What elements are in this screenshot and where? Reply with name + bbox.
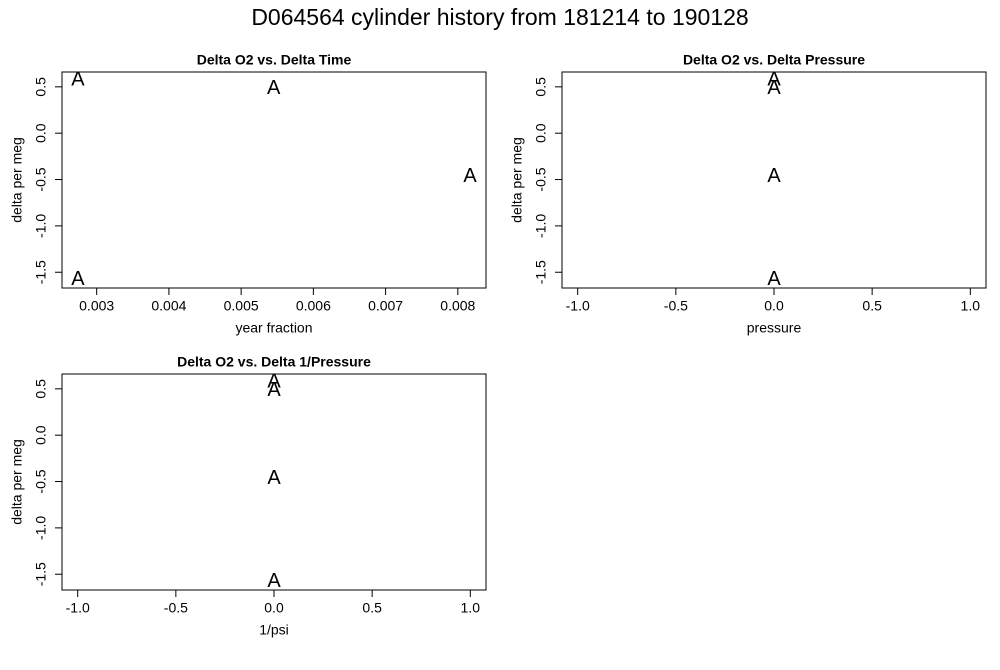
- point: A: [71, 69, 85, 91]
- point: A: [267, 77, 281, 99]
- page-title: D064564 cylinder history from 181214 to …: [251, 4, 748, 30]
- point: A: [767, 69, 781, 91]
- panel-title: Delta O2 vs. Delta 1/Pressure: [177, 354, 371, 370]
- y-tick-label: -0.5: [533, 167, 549, 191]
- x-tick-label: 1.0: [961, 298, 981, 314]
- x-tick-label: 0.004: [151, 298, 186, 314]
- x-tick-label: 0.0: [764, 298, 784, 314]
- x-tick-label: 0.008: [440, 298, 475, 314]
- point: A: [267, 371, 281, 393]
- y-tick-label: -1.0: [533, 214, 549, 238]
- y-tick-label: -0.5: [33, 167, 49, 191]
- panel-title: Delta O2 vs. Delta Time: [197, 52, 352, 68]
- y-tick-label: -0.5: [33, 469, 49, 493]
- panel-title: Delta O2 vs. Delta Pressure: [683, 52, 865, 68]
- point: A: [71, 268, 85, 290]
- point: A: [767, 165, 781, 187]
- y-tick-label: 0.5: [33, 379, 49, 399]
- y-axis-label: delta per meg: [9, 439, 25, 525]
- y-axis-label: delta per meg: [9, 137, 25, 223]
- x-tick-label: 1.0: [461, 600, 481, 616]
- point: A: [767, 268, 781, 290]
- y-tick-label: -1.5: [33, 562, 49, 586]
- y-axis-label: delta per meg: [509, 137, 525, 223]
- y-tick-label: -1.0: [33, 516, 49, 540]
- x-tick-label: -1.0: [566, 298, 590, 314]
- point: A: [267, 467, 281, 489]
- x-axis-label: 1/psi: [259, 622, 289, 638]
- y-tick-label: 0.0: [33, 425, 49, 445]
- point: A: [267, 379, 281, 401]
- x-tick-label: 0.006: [296, 298, 331, 314]
- y-tick-label: 0.5: [533, 77, 549, 97]
- y-tick-label: 0.5: [33, 77, 49, 97]
- x-axis-label: pressure: [747, 320, 802, 336]
- x-tick-label: -1.0: [66, 600, 90, 616]
- point: A: [767, 77, 781, 99]
- x-tick-label: 0.007: [368, 298, 403, 314]
- y-tick-label: -1.0: [33, 214, 49, 238]
- y-tick-label: -1.5: [33, 260, 49, 284]
- x-tick-label: 0.003: [79, 298, 114, 314]
- x-tick-label: 0.0: [264, 600, 284, 616]
- y-tick-label: 0.0: [33, 123, 49, 143]
- y-tick-label: 0.0: [533, 123, 549, 143]
- point: A: [463, 165, 477, 187]
- x-tick-label: -0.5: [664, 298, 688, 314]
- x-tick-label: 0.5: [362, 600, 382, 616]
- x-tick-label: 0.005: [224, 298, 259, 314]
- x-tick-label: -0.5: [164, 600, 188, 616]
- x-axis-label: year fraction: [235, 320, 312, 336]
- y-tick-label: -1.5: [533, 260, 549, 284]
- x-tick-label: 0.5: [862, 298, 882, 314]
- plot-box: [61, 71, 487, 289]
- point: A: [267, 570, 281, 592]
